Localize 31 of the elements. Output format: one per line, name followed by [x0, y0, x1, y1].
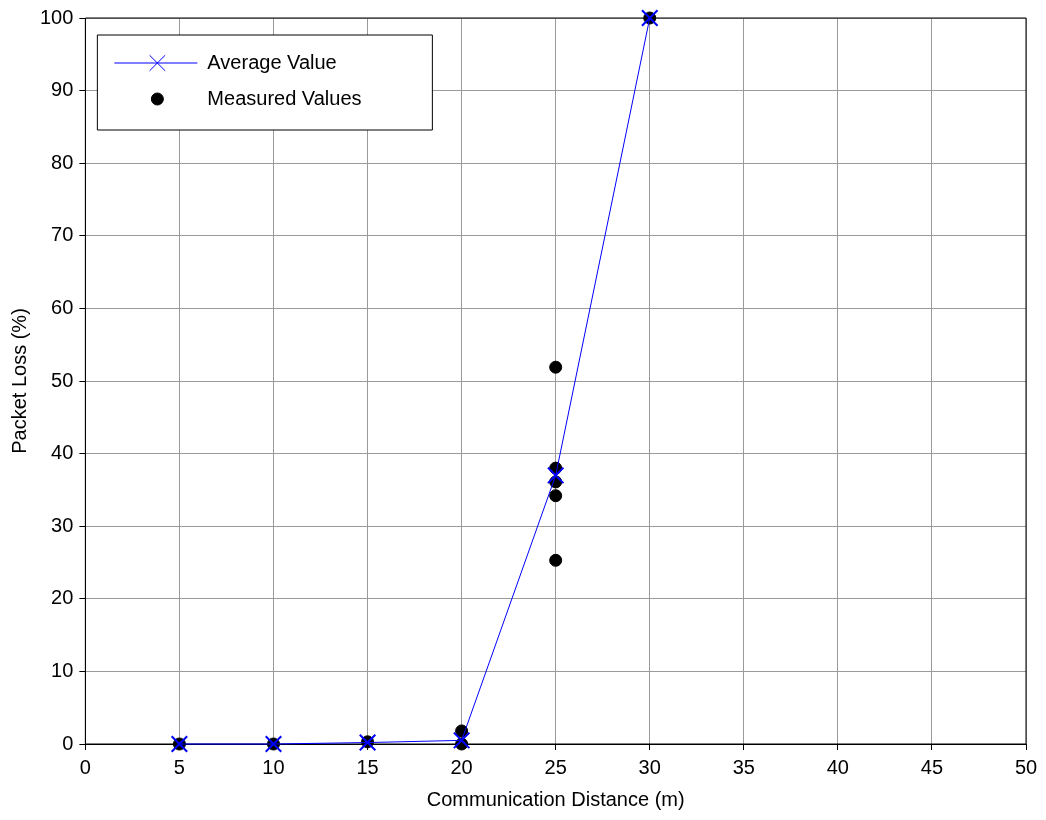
y-tick-label: 0: [62, 731, 74, 754]
y-tick-label: 60: [51, 295, 74, 318]
y-tick-label: 40: [51, 441, 74, 464]
x-tick-label: 20: [450, 755, 473, 778]
x-tick-label: 50: [1014, 755, 1038, 778]
x-tick-label: 15: [356, 755, 379, 778]
x-tick-label: 10: [262, 755, 285, 778]
point: [549, 360, 563, 374]
x-tick-label: 30: [638, 755, 661, 778]
point: [546, 466, 565, 485]
y-tick-label: 80: [51, 150, 74, 173]
legend-label: Measured Values: [207, 86, 362, 109]
point: [452, 731, 471, 750]
y-tick-label: 20: [51, 586, 74, 609]
x-tick-label: 0: [79, 755, 91, 778]
x-tick-label: 25: [544, 755, 567, 778]
y-tick-label: 50: [51, 368, 74, 391]
y-tick-label: 10: [51, 658, 74, 681]
point: [549, 489, 563, 503]
y-tick-label: 100: [39, 5, 74, 28]
y-tick-label: 90: [51, 78, 74, 101]
x-tick-label: 5: [173, 755, 185, 778]
x-tick-label: 40: [826, 755, 849, 778]
legend-label: Average Value: [207, 50, 337, 73]
y-axis-title: Packet Loss (%): [7, 308, 30, 454]
y-tick-label: 30: [51, 513, 74, 536]
x-axis-title: Communication Distance (m): [426, 787, 685, 810]
point: [549, 553, 563, 567]
x-tick-label: 45: [920, 755, 944, 778]
x-tick-label: 35: [732, 755, 755, 778]
y-tick-label: 70: [51, 223, 74, 246]
